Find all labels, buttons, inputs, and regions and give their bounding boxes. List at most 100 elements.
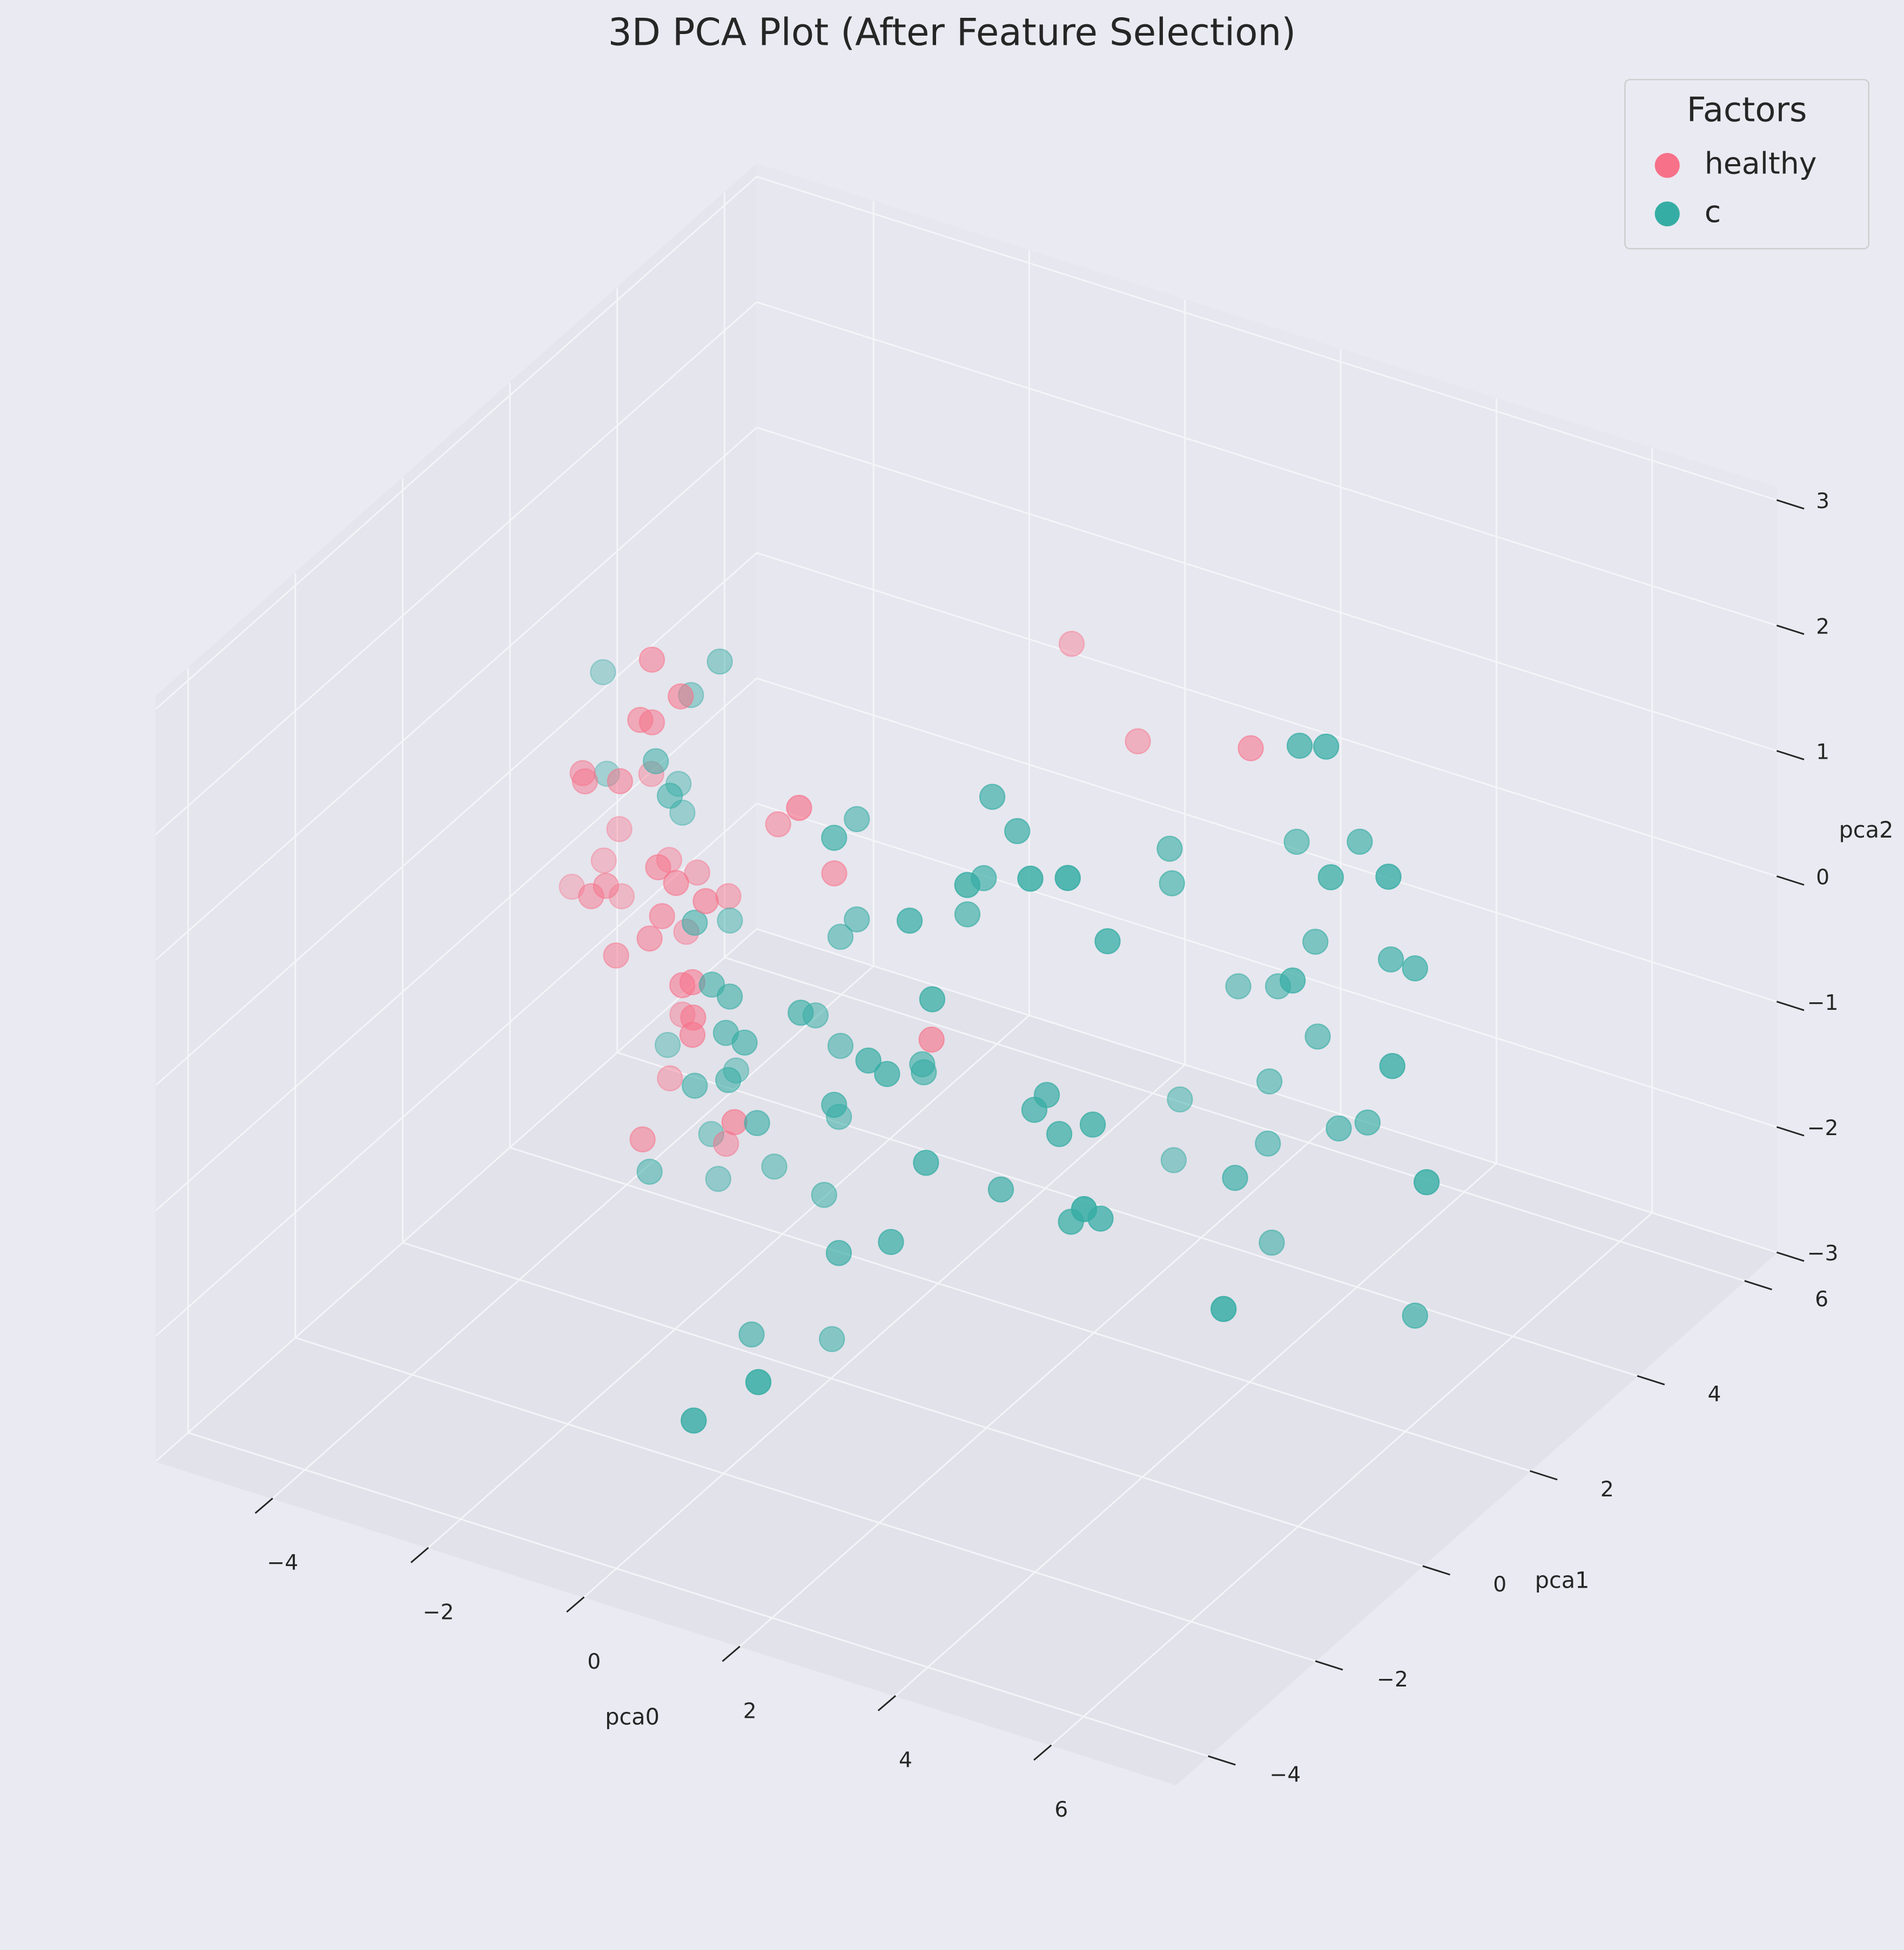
x-tick-label: 2 xyxy=(743,1699,757,1723)
data-point xyxy=(821,860,847,887)
grid-line xyxy=(155,928,757,1462)
tick-mark xyxy=(877,1695,897,1711)
y-tick-label: 0 xyxy=(1493,1573,1506,1597)
data-point xyxy=(608,883,635,909)
tick-mark xyxy=(1530,1470,1558,1481)
data-point xyxy=(1210,1295,1237,1323)
data-point xyxy=(896,907,923,934)
grid-line xyxy=(155,552,757,1086)
data-point xyxy=(1317,864,1344,890)
data-point xyxy=(649,903,675,929)
data-point xyxy=(1058,631,1085,657)
data-point xyxy=(844,806,870,832)
data-point xyxy=(629,1126,656,1153)
data-point xyxy=(571,768,598,795)
grid-line xyxy=(272,965,874,1499)
axes: −4 −2 0 2 4 6 −4 −2 0 2 4 6 −3 −2 −1 0 1 2 3 pca0 pca1 pca2 xyxy=(254,489,1893,1822)
data-point xyxy=(827,1033,854,1059)
z-tick-label: −2 xyxy=(1807,1116,1839,1141)
legend-label: healthy xyxy=(1705,146,1817,181)
data-point xyxy=(1054,865,1081,891)
data-point xyxy=(682,1072,708,1099)
legend-box xyxy=(1624,79,1869,249)
data-point xyxy=(1259,1229,1285,1256)
data-point xyxy=(1094,928,1121,955)
data-point xyxy=(1326,1115,1352,1142)
data-point xyxy=(821,825,847,851)
data-point xyxy=(715,883,742,909)
data-point xyxy=(684,859,710,886)
y-tick-label: 2 xyxy=(1600,1477,1614,1502)
grid-line xyxy=(756,802,1777,1128)
data-point xyxy=(1413,1169,1440,1196)
data-point xyxy=(1347,828,1373,855)
grid-line xyxy=(402,1241,1423,1567)
data-point xyxy=(1287,732,1313,759)
data-point xyxy=(1377,946,1404,973)
chart-title: 3D PCA Plot (After Feature Selection) xyxy=(608,11,1296,55)
tick-mark xyxy=(1208,1755,1236,1766)
grid-line xyxy=(583,1064,1186,1598)
tick-mark xyxy=(410,1547,429,1563)
data-point xyxy=(638,709,665,736)
data-point xyxy=(707,648,733,675)
data-point xyxy=(821,1091,847,1118)
data-point xyxy=(1071,1196,1098,1223)
tick-mark xyxy=(1776,1251,1805,1262)
data-point xyxy=(855,1047,882,1074)
grid-line xyxy=(617,1051,1638,1377)
data-point xyxy=(698,1121,724,1148)
x-tick-label: 6 xyxy=(1054,1798,1068,1822)
data-point xyxy=(716,983,743,1010)
tick-mark xyxy=(1776,1126,1805,1137)
tick-mark xyxy=(1744,1280,1772,1291)
data-point xyxy=(811,1182,837,1208)
x-tick-label: −4 xyxy=(267,1551,298,1575)
data-point xyxy=(731,1029,758,1056)
tick-mark xyxy=(254,1497,273,1514)
grid-line xyxy=(509,1146,1530,1472)
data-point xyxy=(954,872,980,899)
data-point xyxy=(761,1153,788,1180)
data-point xyxy=(559,873,585,900)
grid-line xyxy=(295,1337,1316,1662)
data-point xyxy=(1313,733,1340,760)
z-axis-label: pca2 xyxy=(1839,817,1893,843)
z-tick-label: 0 xyxy=(1816,866,1829,890)
data-point xyxy=(607,768,634,794)
data-point xyxy=(656,782,683,809)
data-point xyxy=(913,1150,939,1176)
data-point xyxy=(987,1176,1014,1203)
z-tick-label: 2 xyxy=(1816,615,1829,639)
data-point xyxy=(954,901,981,928)
data-point xyxy=(1402,955,1428,982)
tick-mark xyxy=(1422,1565,1450,1576)
x-axis-label: pca0 xyxy=(605,1704,660,1730)
data-point xyxy=(1302,928,1329,955)
y-axis-label: pca1 xyxy=(1535,1567,1590,1593)
y-tick-label: −4 xyxy=(1270,1763,1301,1787)
data-point xyxy=(590,847,617,874)
grid-line xyxy=(1051,1212,1653,1746)
tick-mark xyxy=(1637,1375,1665,1386)
data-point xyxy=(1283,828,1310,855)
grid-line xyxy=(895,1163,1497,1697)
grid-line xyxy=(756,552,1777,877)
tick-mark xyxy=(1776,1001,1805,1011)
data-point xyxy=(606,816,633,842)
data-point xyxy=(717,907,743,934)
data-point xyxy=(1167,1086,1193,1113)
tick-mark xyxy=(566,1596,585,1613)
data-point xyxy=(590,659,616,685)
data-point xyxy=(680,1004,707,1031)
data-point xyxy=(1402,1303,1428,1329)
data-point xyxy=(1222,1165,1248,1191)
data-point xyxy=(1255,1130,1281,1157)
data-point xyxy=(1225,973,1252,1000)
grid-line xyxy=(756,301,1777,626)
data-point xyxy=(911,1059,937,1085)
data-point xyxy=(578,883,604,909)
grid-line xyxy=(724,956,1745,1282)
